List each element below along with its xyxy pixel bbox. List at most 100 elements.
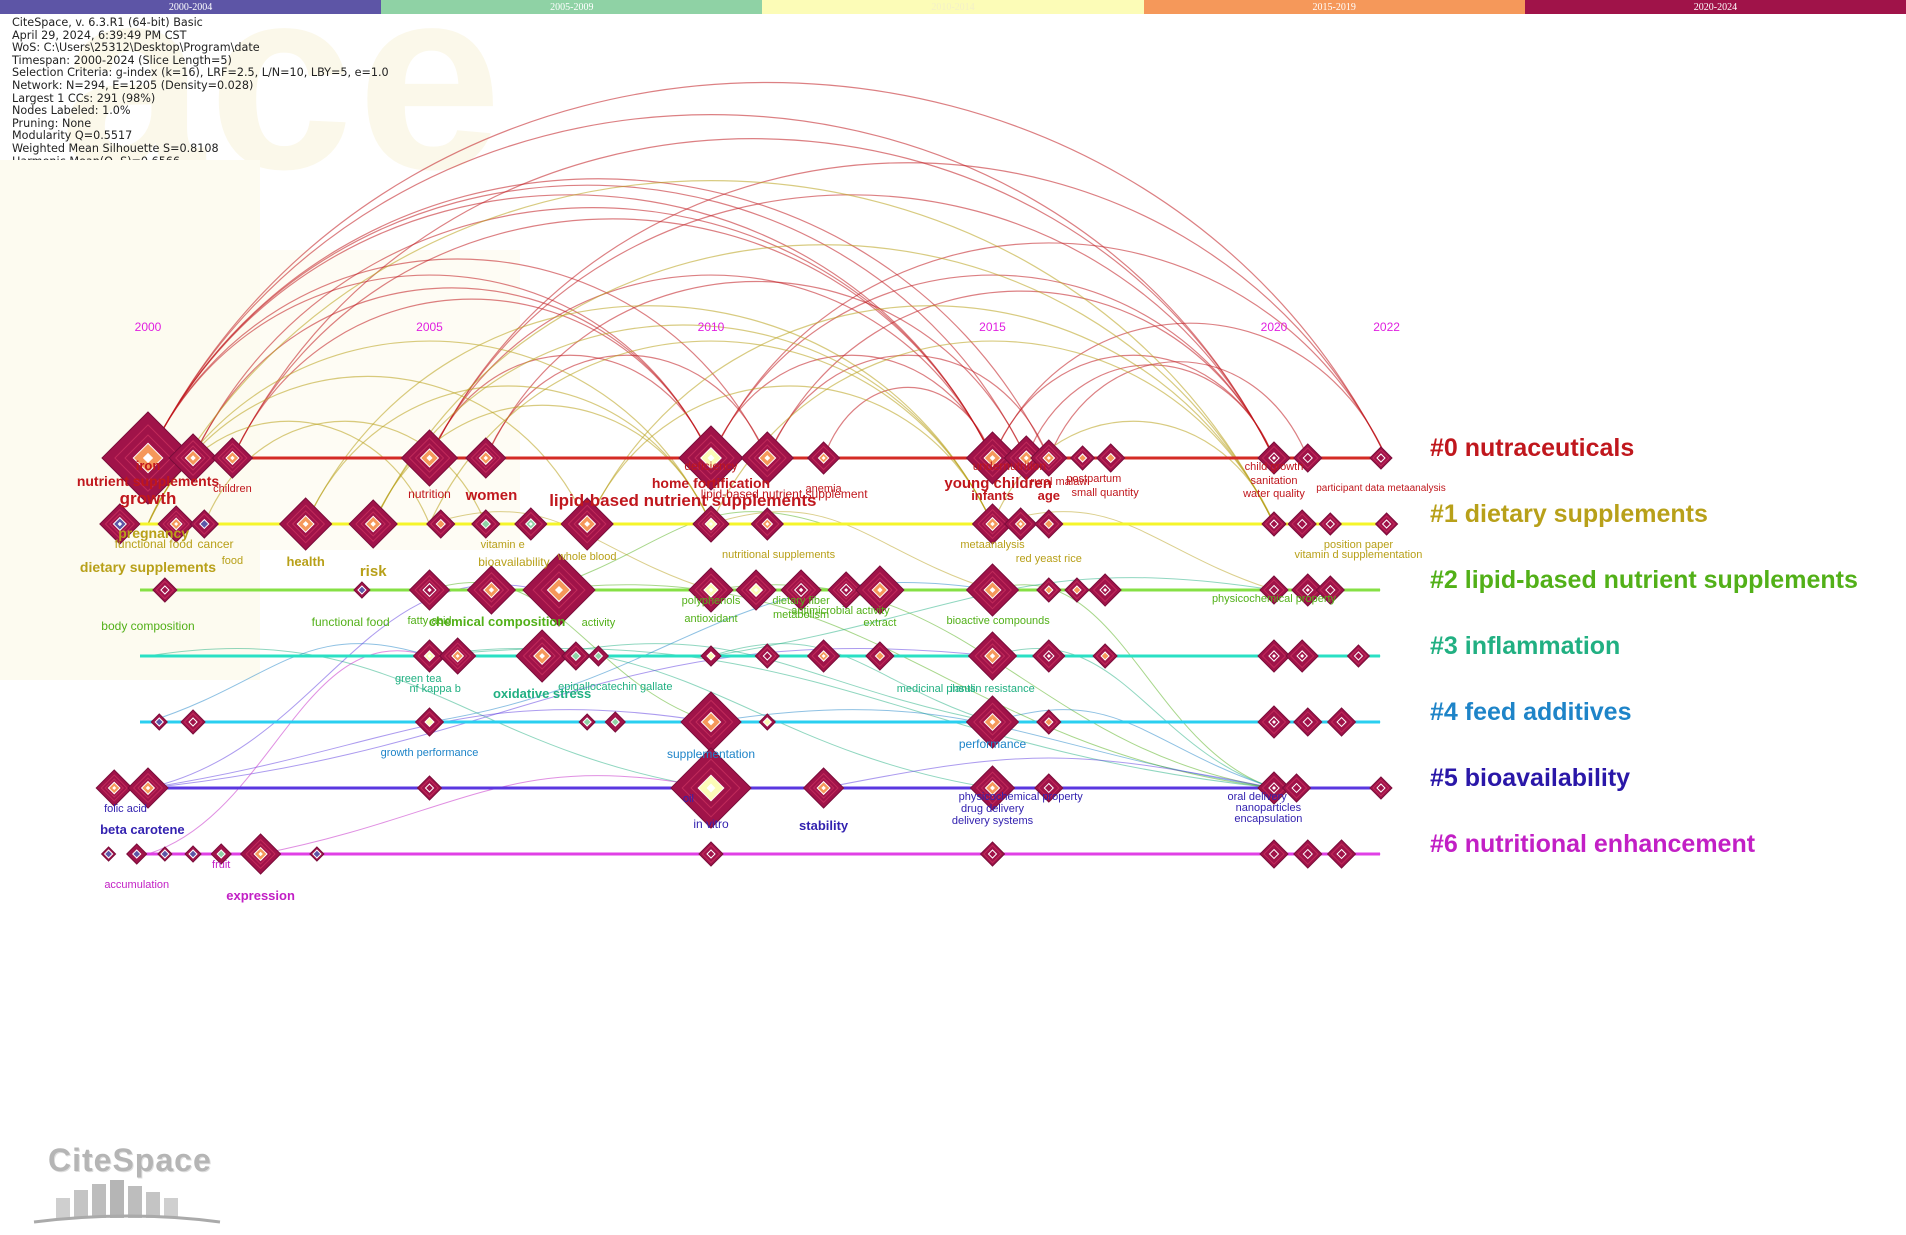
keyword-node[interactable]: [408, 569, 451, 611]
keyword-node[interactable]: [1346, 644, 1371, 668]
keyword-node[interactable]: [1064, 577, 1090, 603]
keyword-node[interactable]: [1092, 643, 1118, 669]
keyword-node[interactable]: [1259, 839, 1289, 869]
keyword-node[interactable]: [1369, 446, 1393, 470]
keyword-node[interactable]: [157, 846, 173, 862]
keyword-node[interactable]: [514, 507, 548, 541]
keyword-node[interactable]: [416, 775, 443, 801]
keyword-node[interactable]: [969, 765, 1016, 811]
keyword-node[interactable]: [561, 641, 591, 671]
keyword-node[interactable]: [348, 499, 398, 549]
keyword-node[interactable]: [1293, 839, 1323, 869]
keyword-node[interactable]: [965, 563, 1020, 617]
keyword-node[interactable]: [806, 639, 841, 673]
keyword-node[interactable]: [740, 431, 795, 485]
keyword-node[interactable]: [1034, 773, 1064, 803]
keyword-node[interactable]: [1285, 639, 1319, 673]
keyword-node[interactable]: [692, 505, 730, 543]
keyword-node[interactable]: [522, 553, 596, 627]
keyword-node[interactable]: [1088, 573, 1122, 607]
keyword-node[interactable]: [758, 713, 777, 731]
keyword-node[interactable]: [239, 833, 282, 875]
keyword-node[interactable]: [578, 713, 596, 731]
keyword-node[interactable]: [802, 767, 845, 809]
keyword-node[interactable]: [412, 639, 447, 673]
keyword-node[interactable]: [1281, 773, 1312, 803]
keyword-node[interactable]: [100, 846, 117, 862]
keyword-node[interactable]: [670, 747, 752, 829]
keyword-node[interactable]: [126, 843, 148, 865]
keyword-node[interactable]: [1032, 639, 1066, 673]
keyword-node[interactable]: [750, 507, 785, 541]
keyword-node[interactable]: [210, 843, 232, 865]
keyword-node[interactable]: [426, 509, 456, 539]
keyword-node[interactable]: [1257, 771, 1291, 805]
keyword-node[interactable]: [466, 565, 517, 615]
keyword-node[interactable]: [1096, 443, 1126, 473]
keyword-node[interactable]: [1257, 441, 1291, 475]
keyword-node[interactable]: [353, 581, 371, 599]
keyword-node[interactable]: [95, 769, 133, 807]
keyword-node[interactable]: [1036, 709, 1062, 735]
keyword-node[interactable]: [1003, 507, 1038, 541]
keyword-node[interactable]: [168, 433, 218, 483]
keyword-node[interactable]: [967, 631, 1018, 681]
keyword-node[interactable]: [1326, 839, 1357, 869]
keyword-node[interactable]: [309, 846, 325, 862]
keyword-node[interactable]: [438, 637, 477, 675]
keyword-node[interactable]: [1036, 577, 1062, 603]
keyword-node[interactable]: [189, 509, 220, 539]
keyword-node[interactable]: [1069, 445, 1096, 471]
keyword-node[interactable]: [827, 571, 865, 609]
keyword-node[interactable]: [471, 509, 501, 539]
keyword-node[interactable]: [515, 629, 569, 683]
keyword-node[interactable]: [698, 841, 724, 867]
keyword-node[interactable]: [278, 497, 333, 551]
keyword-node[interactable]: [1261, 511, 1287, 537]
keyword-node[interactable]: [965, 431, 1020, 485]
keyword-node[interactable]: [680, 691, 742, 753]
keyword-node[interactable]: [1287, 509, 1317, 539]
keyword-node[interactable]: [1003, 435, 1049, 481]
keyword-node[interactable]: [780, 569, 822, 611]
keyword-node[interactable]: [979, 841, 1006, 867]
keyword-node[interactable]: [184, 845, 202, 863]
keyword-node[interactable]: [1318, 512, 1343, 536]
keyword-node[interactable]: [150, 713, 168, 731]
keyword-node[interactable]: [99, 503, 141, 545]
keyword-node[interactable]: [560, 497, 614, 551]
keyword-node[interactable]: [180, 709, 206, 735]
keyword-node[interactable]: [414, 707, 445, 737]
keyword-node[interactable]: [1034, 509, 1064, 539]
keyword-node[interactable]: [678, 425, 744, 491]
keyword-node[interactable]: [157, 505, 195, 543]
keyword-node[interactable]: [1293, 707, 1323, 737]
keyword-node[interactable]: [965, 695, 1020, 749]
keyword-node[interactable]: [1259, 575, 1289, 605]
keyword-node[interactable]: [735, 569, 777, 611]
keyword-node[interactable]: [587, 645, 610, 667]
keyword-node[interactable]: [1291, 573, 1325, 607]
keyword-node[interactable]: [688, 567, 734, 613]
keyword-node[interactable]: [127, 767, 169, 809]
keyword-node[interactable]: [1257, 639, 1291, 673]
keyword-node[interactable]: [400, 429, 459, 487]
keyword-node[interactable]: [1326, 707, 1357, 737]
keyword-node[interactable]: [971, 503, 1014, 545]
keyword-node[interactable]: [152, 577, 178, 603]
keyword-node[interactable]: [1315, 575, 1346, 605]
keyword-node[interactable]: [754, 643, 781, 669]
keyword-node[interactable]: [101, 411, 195, 505]
keyword-node[interactable]: [865, 641, 895, 671]
keyword-node[interactable]: [604, 711, 626, 733]
keyword-node[interactable]: [700, 645, 722, 667]
keyword-node[interactable]: [465, 437, 507, 479]
keyword-node[interactable]: [1369, 776, 1393, 800]
keyword-node[interactable]: [855, 565, 905, 615]
keyword-node[interactable]: [1030, 439, 1068, 477]
keyword-node[interactable]: [1257, 705, 1291, 739]
keyword-node[interactable]: [1293, 443, 1323, 473]
keyword-node[interactable]: [1374, 512, 1399, 536]
keyword-node[interactable]: [806, 441, 841, 475]
keyword-node[interactable]: [211, 437, 254, 479]
